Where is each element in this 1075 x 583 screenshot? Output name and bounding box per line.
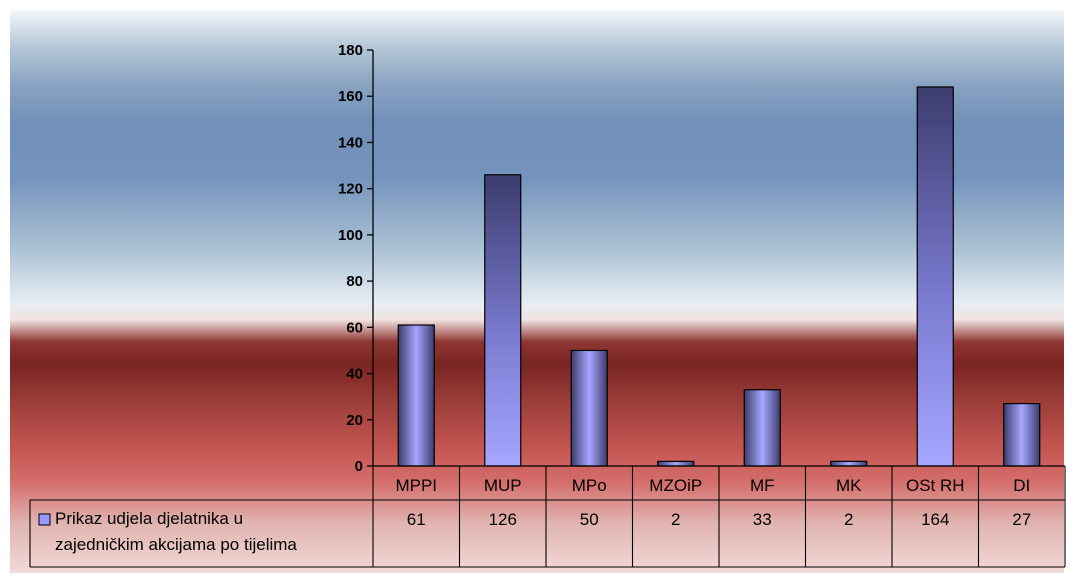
bar-mk [830, 460, 868, 467]
y-tick-label: 80 [346, 273, 363, 290]
category-label: MF [750, 476, 775, 495]
data-value-label: 50 [580, 510, 599, 529]
y-tick-label: 100 [338, 227, 363, 244]
category-label: OSt RH [906, 476, 965, 495]
bar-ost-rh [916, 86, 954, 467]
category-label: MUP [484, 476, 522, 495]
data-value-label: 2 [844, 510, 853, 529]
category-label: MPPI [395, 476, 437, 495]
data-value-label: 61 [407, 510, 426, 529]
bar-mup [484, 174, 522, 467]
bar-mf [743, 389, 781, 467]
chart-area [10, 10, 1064, 573]
bar-mpo [570, 349, 608, 467]
category-label: MK [836, 476, 862, 495]
legend-series-name: Prikaz udjela djelatnika u [55, 509, 243, 528]
y-tick-label: 180 [338, 42, 363, 59]
bar-di [1003, 403, 1041, 467]
category-label: MZOiP [649, 476, 702, 495]
y-tick-label: 0 [355, 458, 363, 475]
data-value-label: 2 [671, 510, 680, 529]
data-value-label: 126 [489, 510, 517, 529]
data-value-label: 33 [753, 510, 772, 529]
bar-mppi [397, 324, 435, 467]
y-tick-label: 140 [338, 134, 363, 151]
bar-mzoip [657, 460, 695, 467]
y-tick-label: 40 [346, 366, 363, 383]
y-tick-label: 20 [346, 412, 363, 429]
y-tick-label: 160 [338, 88, 363, 105]
y-tick-label: 60 [346, 319, 363, 336]
y-tick-label: 120 [338, 181, 363, 198]
legend-series-name: zajedničkim akcijama po tijelima [55, 535, 297, 554]
legend-key-swatch [38, 513, 51, 526]
category-label: MPo [572, 476, 607, 495]
category-label: DI [1013, 476, 1030, 495]
data-value-label: 27 [1012, 510, 1031, 529]
data-value-label: 164 [921, 510, 949, 529]
